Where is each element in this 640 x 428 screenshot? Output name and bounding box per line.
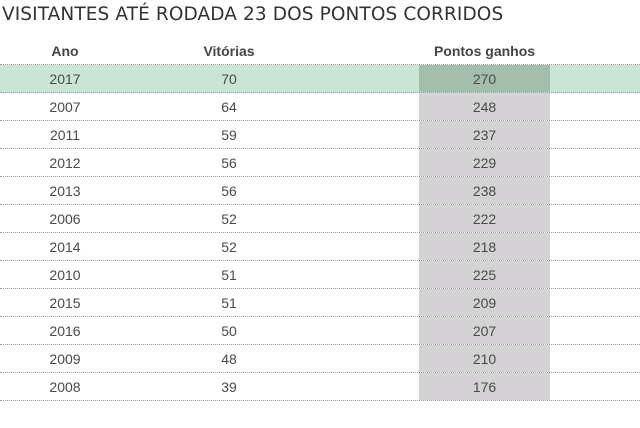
cell-pontos-ganhos: 176: [419, 373, 550, 400]
cell-ano: 2012: [49, 154, 81, 171]
cell-pontos-ganhos: 225: [419, 261, 550, 288]
cell-ano: 2013: [49, 182, 81, 199]
cell-pontos-ganhos: 209: [419, 289, 550, 316]
table-row: 2012 56 229: [0, 149, 640, 177]
cell-vitorias: 52: [221, 238, 237, 255]
column-header-ano[interactable]: Ano: [51, 43, 79, 59]
cell-vitorias: 51: [221, 266, 237, 283]
table-row: 2013 56 238: [0, 177, 640, 205]
cell-vitorias: 52: [221, 210, 237, 227]
cell-vitorias: 48: [221, 350, 237, 367]
cell-vitorias: 64: [221, 98, 237, 115]
cell-pontos-ganhos: 210: [419, 345, 550, 372]
cell-ano: 2015: [49, 294, 81, 311]
cell-pontos-ganhos: 229: [419, 149, 550, 176]
table-row: 2007 64 248: [0, 93, 640, 121]
cell-pontos-ganhos: 207: [419, 317, 550, 344]
cell-ano: 2008: [49, 378, 81, 395]
cell-ano: 2017: [49, 70, 81, 87]
cell-pontos-ganhos: 218: [419, 233, 550, 260]
cell-pontos-ganhos: 270: [419, 65, 550, 92]
data-table: Ano Vitórias Pontos ganhos 2017 70 270 2007…: [0, 38, 640, 401]
cell-vitorias: 56: [221, 154, 237, 171]
cell-ano: 2006: [49, 210, 81, 227]
cell-vitorias: 51: [221, 294, 237, 311]
table-row: 2006 52 222: [0, 205, 640, 233]
cell-vitorias: 50: [221, 322, 237, 339]
table-row: 2011 59 237: [0, 121, 640, 149]
cell-vitorias: 39: [221, 378, 237, 395]
cell-ano: 2014: [49, 238, 81, 255]
cell-ano: 2016: [49, 322, 81, 339]
table-row: 2008 39 176: [0, 373, 640, 401]
column-header-vitorias[interactable]: Vitórias: [203, 43, 255, 59]
table-row: 2010 51 225: [0, 261, 640, 289]
table-row: 2014 52 218: [0, 233, 640, 261]
cell-vitorias: 56: [221, 182, 237, 199]
cell-vitorias: 59: [221, 126, 237, 143]
table-row: 2015 51 209: [0, 289, 640, 317]
table-header-row: Ano Vitórias Pontos ganhos: [0, 38, 640, 65]
table-row: 2009 48 210: [0, 345, 640, 373]
column-header-pontos-ganhos[interactable]: Pontos ganhos: [433, 43, 536, 59]
table-row: 2016 50 207: [0, 317, 640, 345]
cell-pontos-ganhos: 222: [419, 205, 550, 232]
chart-title: VISITANTES ATÉ RODADA 23 DOS PONTOS CORR…: [2, 4, 504, 25]
cell-ano: 2011: [49, 126, 81, 143]
table-body: 2017 70 270 2007 64 248 2011 59 237 2012 56 229 2013…: [0, 65, 640, 401]
cell-pontos-ganhos: 237: [419, 121, 550, 148]
cell-ano: 2010: [49, 266, 81, 283]
cell-pontos-ganhos: 238: [419, 177, 550, 204]
cell-ano: 2009: [49, 350, 81, 367]
table-row: 2017 70 270: [0, 65, 640, 93]
cell-ano: 2007: [49, 98, 81, 115]
cell-pontos-ganhos: 248: [419, 93, 550, 120]
cell-vitorias: 70: [221, 70, 237, 87]
